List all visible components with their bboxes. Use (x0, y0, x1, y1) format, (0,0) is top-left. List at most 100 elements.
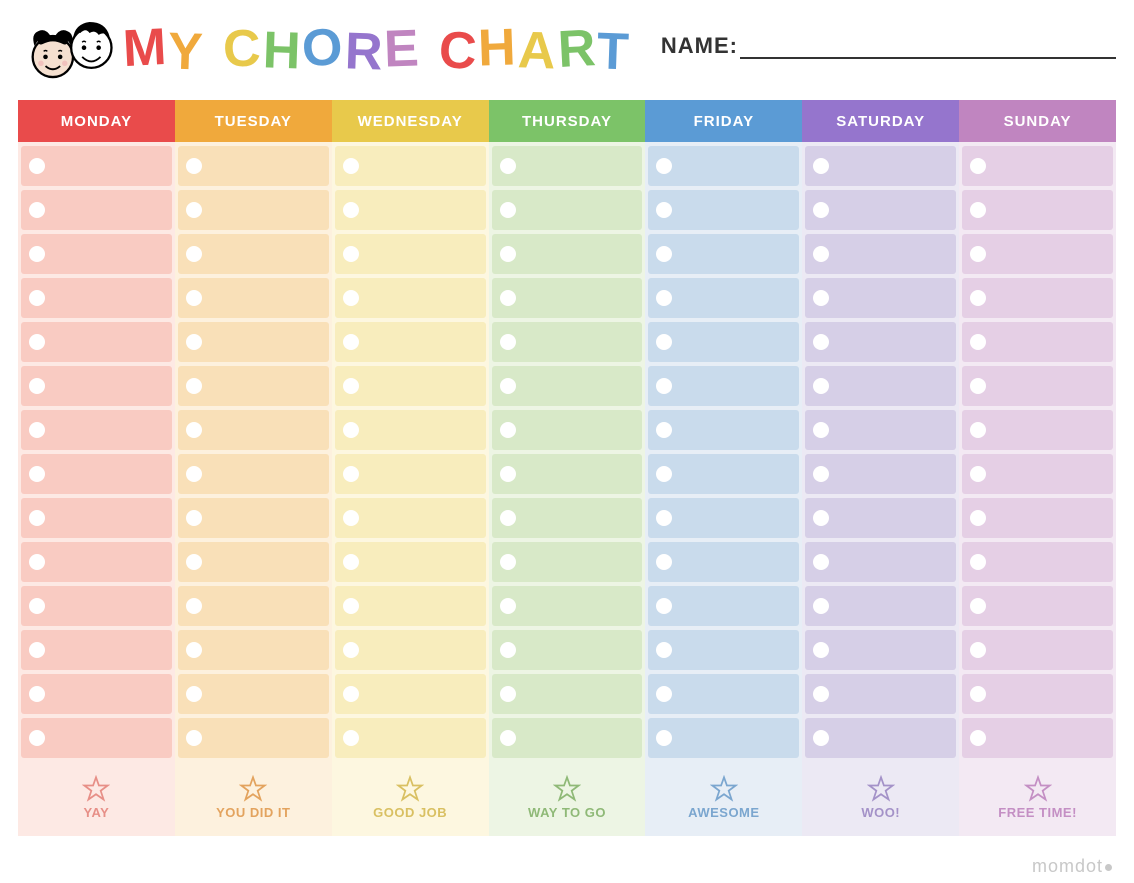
checkbox-dot-icon[interactable] (500, 202, 516, 218)
chore-cell[interactable] (335, 454, 486, 494)
chore-cell[interactable] (962, 410, 1113, 450)
checkbox-dot-icon[interactable] (970, 334, 986, 350)
checkbox-dot-icon[interactable] (500, 642, 516, 658)
chore-cell[interactable] (21, 322, 172, 362)
checkbox-dot-icon[interactable] (813, 334, 829, 350)
checkbox-dot-icon[interactable] (656, 686, 672, 702)
checkbox-dot-icon[interactable] (186, 730, 202, 746)
checkbox-dot-icon[interactable] (813, 730, 829, 746)
chore-cell[interactable] (492, 718, 643, 758)
chore-cell[interactable] (648, 190, 799, 230)
checkbox-dot-icon[interactable] (186, 158, 202, 174)
name-input-line[interactable] (740, 39, 1116, 59)
checkbox-dot-icon[interactable] (29, 554, 45, 570)
checkbox-dot-icon[interactable] (813, 378, 829, 394)
chore-cell[interactable] (178, 498, 329, 538)
checkbox-dot-icon[interactable] (500, 290, 516, 306)
checkbox-dot-icon[interactable] (186, 554, 202, 570)
checkbox-dot-icon[interactable] (186, 334, 202, 350)
chore-cell[interactable] (648, 586, 799, 626)
chore-cell[interactable] (335, 234, 486, 274)
checkbox-dot-icon[interactable] (29, 686, 45, 702)
chore-cell[interactable] (178, 630, 329, 670)
checkbox-dot-icon[interactable] (970, 466, 986, 482)
checkbox-dot-icon[interactable] (970, 554, 986, 570)
checkbox-dot-icon[interactable] (343, 730, 359, 746)
checkbox-dot-icon[interactable] (813, 246, 829, 262)
chore-cell[interactable] (962, 366, 1113, 406)
checkbox-dot-icon[interactable] (656, 730, 672, 746)
checkbox-dot-icon[interactable] (970, 686, 986, 702)
checkbox-dot-icon[interactable] (29, 246, 45, 262)
checkbox-dot-icon[interactable] (500, 422, 516, 438)
chore-cell[interactable] (178, 718, 329, 758)
chore-cell[interactable] (178, 454, 329, 494)
chore-cell[interactable] (648, 674, 799, 714)
chore-cell[interactable] (492, 630, 643, 670)
chore-cell[interactable] (648, 234, 799, 274)
chore-cell[interactable] (492, 498, 643, 538)
checkbox-dot-icon[interactable] (186, 378, 202, 394)
checkbox-dot-icon[interactable] (500, 158, 516, 174)
checkbox-dot-icon[interactable] (970, 642, 986, 658)
checkbox-dot-icon[interactable] (29, 466, 45, 482)
chore-cell[interactable] (648, 498, 799, 538)
chore-cell[interactable] (648, 322, 799, 362)
checkbox-dot-icon[interactable] (500, 246, 516, 262)
checkbox-dot-icon[interactable] (29, 202, 45, 218)
checkbox-dot-icon[interactable] (656, 422, 672, 438)
chore-cell[interactable] (962, 498, 1113, 538)
checkbox-dot-icon[interactable] (656, 554, 672, 570)
checkbox-dot-icon[interactable] (500, 730, 516, 746)
checkbox-dot-icon[interactable] (813, 642, 829, 658)
checkbox-dot-icon[interactable] (343, 290, 359, 306)
checkbox-dot-icon[interactable] (813, 554, 829, 570)
checkbox-dot-icon[interactable] (656, 378, 672, 394)
checkbox-dot-icon[interactable] (500, 510, 516, 526)
chore-cell[interactable] (805, 586, 956, 626)
chore-cell[interactable] (178, 586, 329, 626)
checkbox-dot-icon[interactable] (813, 422, 829, 438)
checkbox-dot-icon[interactable] (186, 642, 202, 658)
checkbox-dot-icon[interactable] (29, 290, 45, 306)
chore-cell[interactable] (21, 674, 172, 714)
chore-cell[interactable] (648, 454, 799, 494)
chore-cell[interactable] (805, 674, 956, 714)
chore-cell[interactable] (21, 454, 172, 494)
checkbox-dot-icon[interactable] (29, 158, 45, 174)
checkbox-dot-icon[interactable] (656, 466, 672, 482)
checkbox-dot-icon[interactable] (813, 290, 829, 306)
chore-cell[interactable] (335, 146, 486, 186)
checkbox-dot-icon[interactable] (813, 598, 829, 614)
chore-cell[interactable] (21, 498, 172, 538)
chore-cell[interactable] (962, 542, 1113, 582)
chore-cell[interactable] (335, 190, 486, 230)
chore-cell[interactable] (805, 146, 956, 186)
chore-cell[interactable] (648, 718, 799, 758)
checkbox-dot-icon[interactable] (29, 422, 45, 438)
chore-cell[interactable] (21, 278, 172, 318)
checkbox-dot-icon[interactable] (343, 246, 359, 262)
chore-cell[interactable] (805, 542, 956, 582)
checkbox-dot-icon[interactable] (500, 334, 516, 350)
chore-cell[interactable] (178, 366, 329, 406)
chore-cell[interactable] (335, 586, 486, 626)
checkbox-dot-icon[interactable] (970, 378, 986, 394)
checkbox-dot-icon[interactable] (813, 686, 829, 702)
chore-cell[interactable] (492, 410, 643, 450)
chore-cell[interactable] (492, 366, 643, 406)
chore-cell[interactable] (21, 146, 172, 186)
checkbox-dot-icon[interactable] (970, 202, 986, 218)
checkbox-dot-icon[interactable] (343, 422, 359, 438)
checkbox-dot-icon[interactable] (500, 378, 516, 394)
chore-cell[interactable] (805, 278, 956, 318)
checkbox-dot-icon[interactable] (343, 378, 359, 394)
chore-cell[interactable] (21, 630, 172, 670)
checkbox-dot-icon[interactable] (29, 334, 45, 350)
checkbox-dot-icon[interactable] (500, 686, 516, 702)
chore-cell[interactable] (335, 322, 486, 362)
chore-cell[interactable] (805, 190, 956, 230)
checkbox-dot-icon[interactable] (970, 510, 986, 526)
chore-cell[interactable] (805, 234, 956, 274)
checkbox-dot-icon[interactable] (343, 642, 359, 658)
